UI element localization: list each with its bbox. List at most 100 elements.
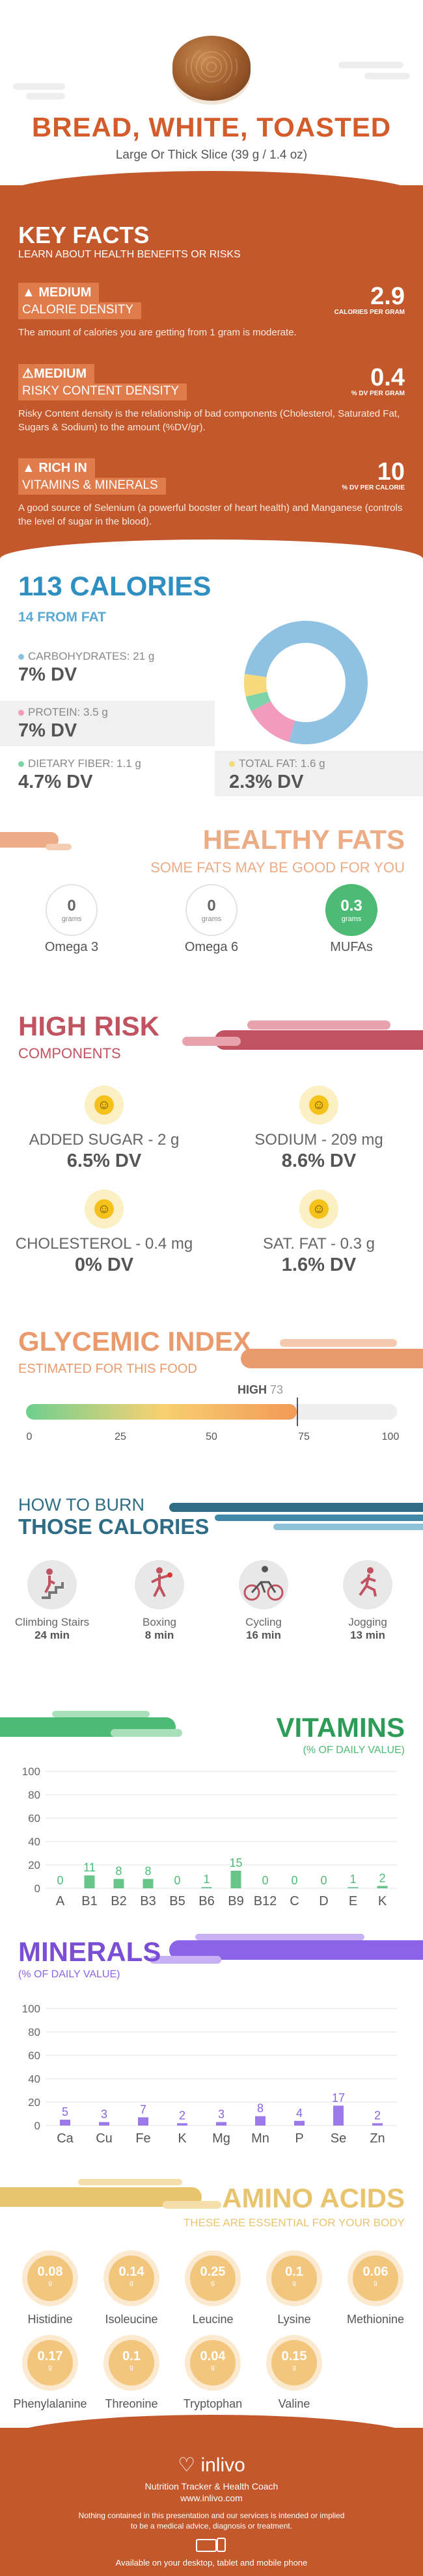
glycemic-title: GLYCEMIC INDEX xyxy=(18,1326,251,1357)
bar xyxy=(201,1887,212,1888)
glycemic-value: 73 xyxy=(270,1383,284,1396)
calories-subtitle: 14 FROM FAT xyxy=(18,610,106,625)
fact-unit: % DV PER GRAM xyxy=(351,390,405,397)
fat-value: 0.3 xyxy=(340,897,362,915)
footer-disclaimer: to be a medical advice, diagnosis or tre… xyxy=(130,2521,293,2530)
x-tick-label: Mg xyxy=(212,2131,230,2146)
fact-level: RICH IN xyxy=(38,461,87,475)
fact-unit: CALORIES PER GRAM xyxy=(334,309,405,316)
stripe-decoration xyxy=(52,1711,150,1717)
legend-dot xyxy=(18,761,24,768)
bar-value-label: 0 xyxy=(291,1874,297,1887)
amino-methionine: 0.06 g Methionine xyxy=(333,2256,418,2326)
y-tick-label: 60 xyxy=(28,1812,40,1825)
nutrient-dv: 4.7% DV xyxy=(18,772,93,792)
key-facts-section: KEY FACTS LEARN ABOUT HEALTH BENEFITS OR… xyxy=(0,171,423,559)
amino-isoleucine: 0.14 g Isoleucine xyxy=(89,2256,174,2326)
risk-label: SAT. FAT - 0.3 g xyxy=(262,1235,375,1253)
y-tick-label: 40 xyxy=(28,2073,40,2085)
amino-tryptophan: 0.04 g Tryptophan xyxy=(171,2340,255,2411)
x-tick-label: B3 xyxy=(140,1894,156,1908)
stripe-decoration xyxy=(169,1503,423,1512)
amino-name: Histidine xyxy=(27,2313,73,2326)
nutrient-label: TOTAL FAT: 1.6 g xyxy=(239,757,325,770)
bar-value-label: 1 xyxy=(203,1873,210,1886)
amino-value: 0.06 xyxy=(362,2265,389,2279)
nutrient-carbohydrates: CARBOHYDRATES: 21 g 7% DV xyxy=(0,650,215,686)
page-title: BREAD, WHITE, TOASTED xyxy=(31,112,392,142)
bar-value-label: 0 xyxy=(320,1874,327,1887)
y-tick-label: 100 xyxy=(22,2003,40,2015)
footer: ♡ inlivo Nutrition Tracker & Health Coac… xyxy=(0,2415,423,2576)
minerals-section: MINERALS (% OF DAILY VALUE) 0 20 40 60 80 100… xyxy=(0,1927,423,2161)
bar xyxy=(143,1879,154,1888)
cloud-decoration xyxy=(13,83,65,90)
x-tick-label: B2 xyxy=(111,1894,126,1908)
page-subtitle: Large Or Thick Slice (39 g / 1.4 oz) xyxy=(115,148,308,162)
amino-leucine: 0.25 g Leucine xyxy=(171,2256,255,2326)
footer-availability: Available on your desktop, tablet and mo… xyxy=(115,2558,308,2568)
activity-time: 8 min xyxy=(144,1629,174,1641)
activity-name: Cycling xyxy=(245,1616,282,1628)
brand-name: inlivo xyxy=(200,2454,245,2476)
amino-valine: 0.15 g Valine xyxy=(252,2340,336,2411)
stripe-decoration xyxy=(150,1956,221,1964)
bar xyxy=(138,2117,148,2126)
glycemic-tick: 0 xyxy=(26,1431,33,1442)
donut-slice xyxy=(244,621,368,744)
legend-dot xyxy=(18,654,24,660)
bar xyxy=(216,2122,226,2126)
healthy-fats-subtitle: SOME FATS MAY BE GOOD FOR YOU xyxy=(150,859,405,876)
bar-value-label: 11 xyxy=(83,1861,96,1874)
risk-added-sugar: ☺ ADDED SUGAR - 2 g 6.5% DV xyxy=(7,1086,202,1172)
minerals-bar-chart: 0 20 40 60 80 100 5 Ca 3 Cu 7 Fe 2 K 3 Mg 8 Mn 4 P 17 Se 2 Zn xyxy=(22,2003,397,2146)
glycemic-tick: 75 xyxy=(298,1431,310,1442)
fat-mufas: 0.3 grams MUFAs xyxy=(312,884,390,955)
activity-cycling: Cycling 16 min xyxy=(218,1560,309,1642)
fact-value: 0.4 xyxy=(370,364,405,391)
fact-vitamins-minerals: ▲ RICH IN VITAMINS & MINERALS 10 % DV PE… xyxy=(18,458,405,528)
stripe-decoration xyxy=(195,1934,364,1940)
stripe-decoration xyxy=(273,1524,423,1530)
fat-name: Omega 3 xyxy=(44,940,99,954)
footer-url[interactable]: www.inlivo.com xyxy=(180,2493,243,2503)
fat-unit: grams xyxy=(61,915,82,923)
nutrient-fiber: DIETARY FIBER: 1.1 g 4.7% DV xyxy=(0,757,215,793)
amino-name: Threonine xyxy=(105,2397,158,2410)
amino-value: 0.15 xyxy=(281,2349,307,2363)
bar-value-label: 8 xyxy=(257,2102,264,2115)
bar xyxy=(333,2105,344,2126)
amino-phenylalanine: 0.17 g Phenylalanine xyxy=(8,2340,92,2411)
activity-time: 24 min xyxy=(34,1629,70,1641)
donut-slice xyxy=(244,673,267,697)
risk-dv: 1.6% DV xyxy=(281,1255,357,1275)
footer-disclaimer: Nothing contained in this presentation a… xyxy=(78,2511,345,2520)
stripe-decoration xyxy=(215,1030,423,1050)
activity-boxing: Boxing 8 min xyxy=(114,1560,205,1642)
calories-title: 113 CALORIES xyxy=(18,571,212,601)
amino-value: 0.17 xyxy=(37,2349,63,2363)
cloud-decoration xyxy=(364,73,410,79)
high-risk-subtitle: COMPONENTS xyxy=(18,1045,121,1061)
amino-subtitle: THESE ARE ESSENTIAL FOR YOUR BODY xyxy=(183,2217,405,2229)
fact-value: 10 xyxy=(377,458,405,486)
fact-description: A good source of Selenium (a powerful bo… xyxy=(18,502,403,527)
footer-logo[interactable]: ♡ inlivo xyxy=(0,2454,423,2477)
burn-calories-section: HOW TO BURN THOSE CALORIES Climbing Stai… xyxy=(0,1489,423,1697)
flame-icon: ▲ xyxy=(22,461,35,475)
x-tick-label: B5 xyxy=(169,1894,185,1908)
amino-unit: g xyxy=(374,2280,377,2287)
y-tick-label: 80 xyxy=(28,1789,40,1801)
risk-sat-fat: ☺ SAT. FAT - 0.3 g 1.6% DV xyxy=(221,1190,416,1276)
amino-threonine: 0.1 g Threonine xyxy=(89,2340,174,2411)
vitamins-bar-chart: 0204060801000A11B18B28B30B51B615B90B120C… xyxy=(22,1765,397,1908)
bicycle-icon xyxy=(239,1560,288,1609)
donut-slice xyxy=(251,700,295,742)
fat-name: Omega 6 xyxy=(184,940,239,954)
stripe-decoration xyxy=(241,1349,423,1368)
activity-climbing-stairs: Climbing Stairs 24 min xyxy=(7,1560,98,1642)
activity-name: Jogging xyxy=(348,1616,387,1628)
bar xyxy=(294,2120,305,2126)
running-icon xyxy=(343,1560,392,1609)
risk-label: SODIUM - 209 mg xyxy=(254,1131,383,1149)
